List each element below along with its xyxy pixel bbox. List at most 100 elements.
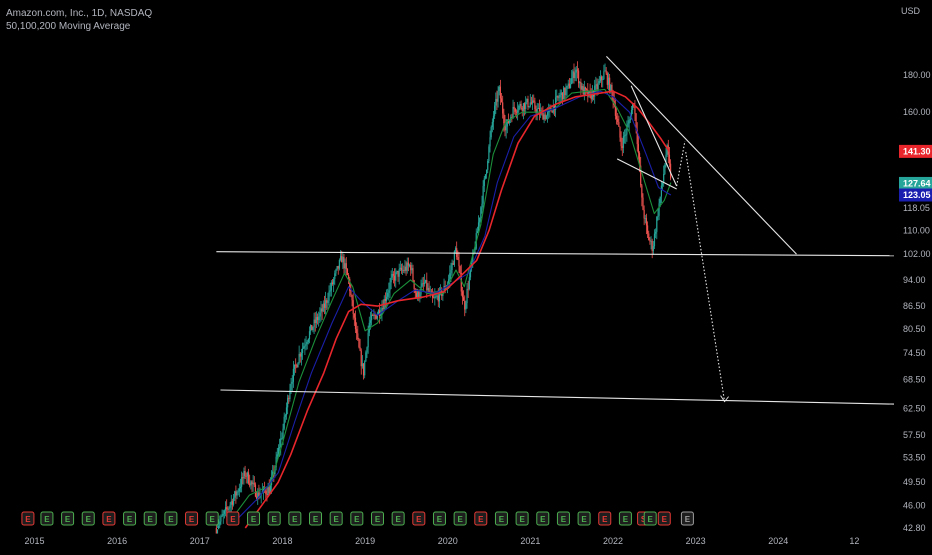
candle-body [494,105,496,116]
candle-body [306,341,308,345]
candle-body [323,303,326,308]
earnings-event-marker [185,511,199,526]
candle-body [495,98,497,106]
candle-body [629,119,631,121]
candle-body [324,300,327,308]
candle-body [499,86,501,99]
candle-body [597,83,599,90]
candle-body [454,248,457,252]
candle-body [413,280,415,289]
candle-body [249,483,251,486]
candle-body [531,100,534,104]
candle-body [290,383,292,391]
candle-body [459,266,461,274]
candle-body [661,182,664,186]
earnings-event-label: E [662,515,668,524]
candle-body [387,292,389,297]
indicator-legend[interactable]: 50,100,200 Moving Average [6,21,131,32]
y-tick-label: 80.50 [903,324,926,334]
candle-body [586,89,588,91]
candle-body [408,265,411,266]
candle-body [505,126,507,131]
y-tick-label: 74.50 [903,348,926,358]
candle-body [565,88,567,96]
candle-body [487,160,489,170]
candle-body [257,492,259,499]
candle-body [296,364,298,368]
candle-body [485,169,488,175]
candle-body [628,120,630,124]
candle-body [391,274,393,278]
candle-body [382,308,384,310]
candle-body [500,98,503,103]
candle-body [544,114,546,120]
earnings-event-label: E [354,515,360,524]
x-tick-label: 2022 [603,536,623,546]
earnings-event-marker [577,511,591,526]
earnings-event-marker [164,511,178,526]
candle-body [449,273,451,280]
candle-body [228,507,230,510]
candle-body [538,107,541,115]
candle-body [603,71,605,80]
candle-body [288,397,290,399]
candle-body [230,501,232,505]
candle-body [491,121,493,128]
projection-up-line [676,140,686,187]
candle-body [354,317,357,330]
candle-body [373,314,375,316]
earnings-event-label: E [313,515,319,524]
candle-body [223,510,225,514]
candle-body [221,515,223,517]
candle-body [287,397,289,408]
candle-body [327,300,329,303]
candle-body [474,248,476,251]
candle-body [308,331,311,339]
candle-body [343,256,345,269]
candle-body [301,348,304,353]
candle-body [640,165,642,186]
candle-body [258,492,260,498]
candle-body [250,481,252,486]
earnings-event-label: E [230,515,236,524]
candle-body [369,320,372,323]
projection-arrowhead [720,395,729,403]
candle-body [379,310,381,316]
candle-body [392,274,395,276]
earnings-event-label: E [685,515,691,524]
candle-body [620,137,622,147]
candle-body [507,119,510,123]
candle-body [313,319,315,328]
candle-body [587,89,589,97]
candle-body [615,115,618,119]
candles-layer [215,61,672,534]
candle-body [381,308,383,315]
candle-body [623,135,626,137]
candle-body [251,481,253,484]
x-tick-label: 2021 [520,536,540,546]
candle-body [477,222,480,232]
candle-body [476,231,478,234]
candle-body [216,529,219,534]
candle-body [234,491,236,498]
candle-body [514,108,516,112]
earnings-event-label: E [375,515,381,524]
candle-body [622,136,625,148]
candle-body [349,278,351,292]
candle-body [573,71,575,79]
x-tick-label: 2015 [25,536,45,546]
candle-body [236,491,238,496]
candle-body [357,333,359,340]
y-tick-label: 110.00 [903,225,930,235]
projection-down-line [685,151,726,402]
candle-body [304,345,306,347]
candle-body [393,275,396,281]
candle-body [227,509,229,510]
currency-label: USD [900,6,920,16]
candle-body [619,126,621,138]
candle-body [599,76,602,82]
candle-body [666,145,668,155]
candle-body [410,265,412,271]
